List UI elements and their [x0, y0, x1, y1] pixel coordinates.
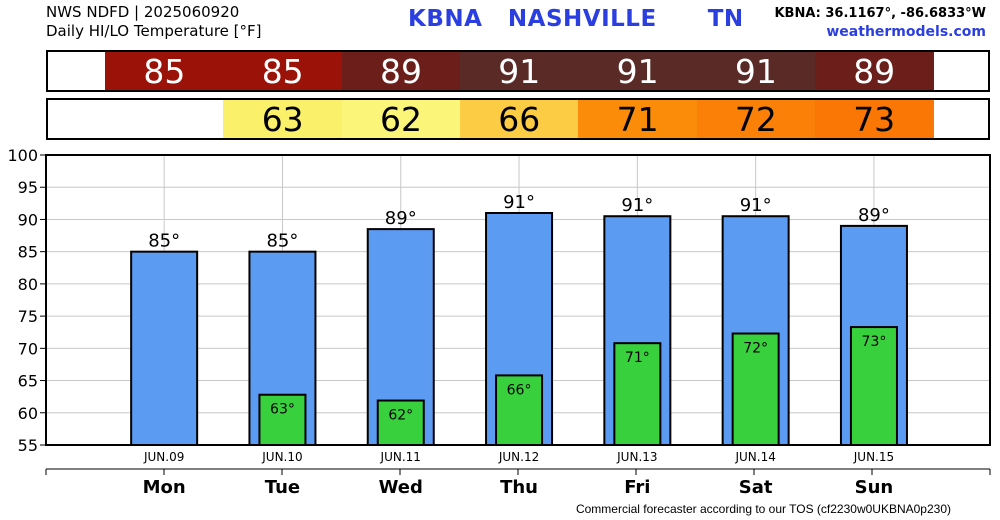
plot-frame — [45, 154, 991, 446]
header-right: KBNA: 36.1167°, -86.6833°W weathermodels… — [774, 4, 986, 42]
y-tick-label: 60 — [18, 404, 38, 423]
day-label: Mon — [143, 477, 186, 498]
low-temp-cell: 63 — [223, 100, 343, 139]
high-temp-cell: 85 — [105, 52, 224, 91]
low-temp-cell: 71 — [578, 100, 697, 139]
date-label: JUN.12 — [498, 450, 539, 464]
header-left: NWS NDFD | 2025060920 Daily HI/LO Temper… — [46, 3, 262, 41]
low-temp-strip: 63 62 66 71 72 73 — [46, 98, 990, 140]
date-label: JUN.10 — [261, 450, 302, 464]
y-tick-label: 80 — [18, 275, 38, 294]
day-label: Wed — [379, 477, 423, 498]
y-tick-label: 75 — [18, 307, 38, 326]
high-temp-cell: 89 — [341, 52, 461, 91]
low-temp-bar — [376, 399, 425, 447]
date-label: JUN.13 — [616, 450, 657, 464]
high-temp-cell: 85 — [223, 52, 343, 91]
date-label: JUN.09 — [143, 450, 184, 464]
temperature-bar-chart: 55 60 65 70 75 80 85 90 95 100 85° 85° 63° 89° 62° 91° 6… — [7, 148, 991, 498]
high-temp-cell: 91 — [578, 52, 697, 91]
low-temp-cell — [105, 100, 224, 138]
high-temp-label: 89° — [858, 205, 890, 226]
high-temp-label: 91° — [740, 195, 772, 216]
low-temp-cell: 73 — [814, 100, 934, 139]
high-temp-label: 85° — [148, 231, 180, 252]
high-temp-label: 91° — [503, 192, 535, 213]
chart-title: Daily HI/LO Temperature [°F] — [46, 22, 262, 40]
date-label: JUN.15 — [853, 450, 894, 464]
day-label: Tue — [265, 477, 300, 498]
station-title: KBNA NASHVILLE TN — [408, 6, 744, 32]
day-label: Sat — [739, 477, 773, 498]
low-temp-cell: 66 — [459, 100, 579, 139]
date-label: JUN.14 — [734, 450, 775, 464]
y-tick-label: 85 — [18, 243, 38, 262]
footer-note: Commercial forecaster according to our T… — [575, 502, 951, 516]
station-coords: KBNA: 36.1167°, -86.6833°W — [774, 6, 986, 21]
y-tick-label: 100 — [7, 148, 38, 165]
low-temp-cell: 72 — [696, 100, 816, 139]
y-tick-label: 55 — [18, 436, 38, 455]
high-temp-cell: 89 — [814, 52, 934, 91]
day-label: Fri — [624, 477, 650, 498]
low-temp-label: 73° — [862, 334, 887, 350]
high-temp-label: 85° — [266, 231, 298, 252]
site-link[interactable]: weathermodels.com — [826, 24, 986, 40]
high-temp-cell: 91 — [459, 52, 579, 91]
low-temp-bar — [495, 374, 544, 446]
low-temp-cell: 62 — [341, 100, 461, 139]
day-label: Thu — [500, 477, 538, 498]
high-temp-label: 91° — [621, 195, 653, 216]
low-temp-label: 66° — [507, 382, 532, 398]
low-temp-label: 63° — [270, 402, 295, 418]
y-tick-label: 65 — [18, 372, 38, 391]
y-tick-label: 90 — [18, 210, 38, 229]
high-temp-label: 89° — [385, 208, 417, 229]
y-tick-label: 95 — [18, 178, 38, 197]
day-label: Sun — [855, 477, 894, 498]
model-run-label: NWS NDFD | 2025060920 — [46, 3, 240, 21]
low-temp-label: 71° — [625, 350, 650, 366]
low-temp-label: 62° — [388, 408, 413, 424]
y-tick-label: 70 — [18, 339, 38, 358]
date-label: JUN.11 — [380, 450, 421, 464]
low-temp-label: 72° — [743, 341, 768, 357]
high-temp-strip: 85 85 89 91 91 91 89 — [46, 50, 990, 92]
high-temp-bar — [130, 250, 199, 446]
high-temp-cell: 91 — [696, 52, 816, 91]
